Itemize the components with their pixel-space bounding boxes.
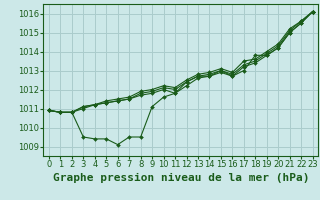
X-axis label: Graphe pression niveau de la mer (hPa): Graphe pression niveau de la mer (hPa) bbox=[52, 173, 309, 183]
